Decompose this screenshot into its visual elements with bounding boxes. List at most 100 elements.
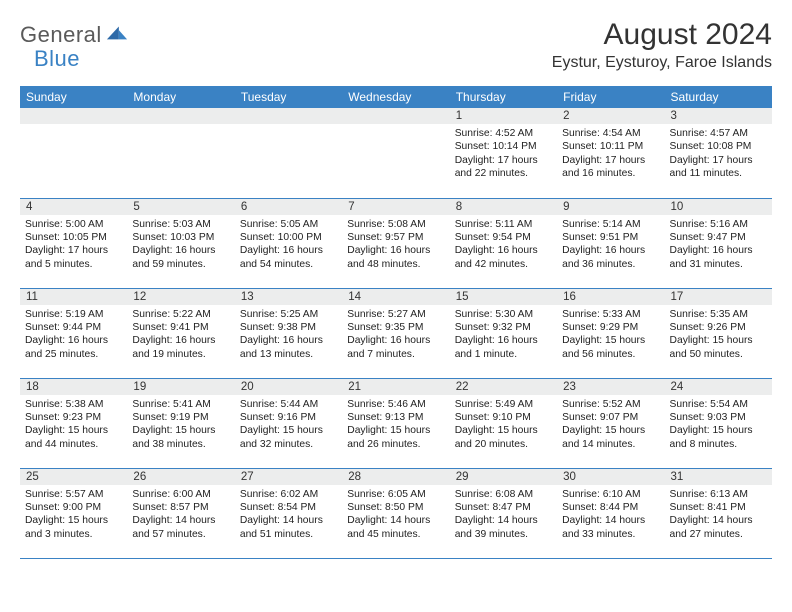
sunset-text: Sunset: 9:26 PM [670, 321, 767, 334]
day-number: 10 [671, 201, 684, 213]
day-number [133, 110, 136, 122]
day-number: 21 [348, 381, 361, 393]
month-title: August 2024 [552, 18, 772, 52]
calendar-day-cell: 25Sunrise: 5:57 AMSunset: 9:00 PMDayligh… [20, 468, 127, 558]
day-number-bar: 31 [665, 469, 772, 485]
day-number: 14 [348, 291, 361, 303]
sunset-text: Sunset: 9:16 PM [240, 411, 337, 424]
day-number: 30 [563, 471, 576, 483]
sunset-text: Sunset: 8:50 PM [347, 501, 444, 514]
sunrise-text: Sunrise: 6:05 AM [347, 488, 444, 501]
sunrise-text: Sunrise: 5:03 AM [132, 218, 229, 231]
calendar-day-cell: 27Sunrise: 6:02 AMSunset: 8:54 PMDayligh… [235, 468, 342, 558]
day-number [348, 110, 351, 122]
calendar-day-cell: 24 Sunrise: 5:54 AMSunset: 9:03 PMDayligh… [665, 378, 772, 468]
day-number-bar: 25 [20, 469, 127, 485]
sunset-text: Sunset: 10:08 PM [670, 140, 767, 153]
sunrise-text: Sunrise: 5:14 AM [562, 218, 659, 231]
sunset-text: Sunset: 10:00 PM [240, 231, 337, 244]
sunrise-text: Sunrise: 5:41 AM [132, 398, 229, 411]
daylight-text: Daylight: 15 hours and 14 minutes. [562, 424, 659, 451]
day-details: Sunrise: 5:54 AMSunset: 9:03 PMDaylight:… [665, 395, 772, 456]
sunrise-text: Sunrise: 5:30 AM [455, 308, 552, 321]
daylight-text: Daylight: 17 hours and 22 minutes. [455, 154, 552, 181]
daylight-text: Daylight: 16 hours and 59 minutes. [132, 244, 229, 271]
day-details: Sunrise: 5:52 AMSunset: 9:07 PMDaylight:… [557, 395, 664, 456]
daylight-text: Daylight: 16 hours and 13 minutes. [240, 334, 337, 361]
day-details: Sunrise: 5:49 AMSunset: 9:10 PMDaylight:… [450, 395, 557, 456]
day-details: Sunrise: 6:10 AMSunset: 8:44 PMDaylight:… [557, 485, 664, 546]
day-number-bar: 23 [557, 379, 664, 395]
sunset-text: Sunset: 8:41 PM [670, 501, 767, 514]
day-details: Sunrise: 5:30 AMSunset: 9:32 PMDaylight:… [450, 305, 557, 366]
day-number-bar: 30 [557, 469, 664, 485]
day-number-bar: 1 [450, 108, 557, 124]
day-details: Sunrise: 6:02 AMSunset: 8:54 PMDaylight:… [235, 485, 342, 546]
logo: General [20, 18, 128, 48]
day-number: 18 [26, 381, 39, 393]
daylight-text: Daylight: 17 hours and 5 minutes. [25, 244, 122, 271]
day-number: 22 [456, 381, 469, 393]
day-number-bar [20, 108, 127, 124]
sunrise-text: Sunrise: 5:22 AM [132, 308, 229, 321]
daylight-text: Daylight: 16 hours and 36 minutes. [562, 244, 659, 271]
day-number-bar: 27 [235, 469, 342, 485]
sunset-text: Sunset: 10:14 PM [455, 140, 552, 153]
daylight-text: Daylight: 16 hours and 1 minute. [455, 334, 552, 361]
calendar-day-cell: 15Sunrise: 5:30 AMSunset: 9:32 PMDayligh… [450, 288, 557, 378]
day-details: Sunrise: 5:33 AMSunset: 9:29 PMDaylight:… [557, 305, 664, 366]
day-number-bar: 19 [127, 379, 234, 395]
day-number-bar: 11 [20, 289, 127, 305]
daylight-text: Daylight: 14 hours and 45 minutes. [347, 514, 444, 541]
sunset-text: Sunset: 10:03 PM [132, 231, 229, 244]
sunrise-text: Sunrise: 6:08 AM [455, 488, 552, 501]
calendar-day-cell: 26Sunrise: 6:00 AMSunset: 8:57 PMDayligh… [127, 468, 234, 558]
sunset-text: Sunset: 10:05 PM [25, 231, 122, 244]
sunset-text: Sunset: 9:07 PM [562, 411, 659, 424]
day-number-bar: 9 [557, 199, 664, 215]
day-number [26, 110, 29, 122]
calendar-day-cell: 18Sunrise: 5:38 AMSunset: 9:23 PMDayligh… [20, 378, 127, 468]
day-number: 11 [26, 291, 38, 303]
daylight-text: Daylight: 16 hours and 54 minutes. [240, 244, 337, 271]
day-number: 9 [563, 201, 569, 213]
sunset-text: Sunset: 9:44 PM [25, 321, 122, 334]
calendar-day-cell: 7Sunrise: 5:08 AMSunset: 9:57 PMDaylight… [342, 198, 449, 288]
sunrise-text: Sunrise: 5:46 AM [347, 398, 444, 411]
sunrise-text: Sunrise: 5:16 AM [670, 218, 767, 231]
daylight-text: Daylight: 16 hours and 48 minutes. [347, 244, 444, 271]
calendar-day-cell [235, 108, 342, 198]
logo-text-general: General [20, 22, 102, 48]
calendar-day-cell: 10Sunrise: 5:16 AMSunset: 9:47 PMDayligh… [665, 198, 772, 288]
sunrise-text: Sunrise: 5:54 AM [670, 398, 767, 411]
day-number: 20 [241, 381, 254, 393]
sunrise-text: Sunrise: 5:08 AM [347, 218, 444, 231]
sunrise-text: Sunrise: 5:44 AM [240, 398, 337, 411]
calendar-day-cell: 28 Sunrise: 6:05 AMSunset: 8:50 PMDayligh… [342, 468, 449, 558]
day-details [342, 124, 449, 131]
sunrise-text: Sunrise: 5:49 AM [455, 398, 552, 411]
day-details: Sunrise: 5:11 AMSunset: 9:54 PMDaylight:… [450, 215, 557, 276]
daylight-text: Daylight: 15 hours and 3 minutes. [25, 514, 122, 541]
day-number: 5 [133, 201, 139, 213]
day-details: Sunrise: 6:08 AMSunset: 8:47 PMDaylight:… [450, 485, 557, 546]
day-number: 28 [348, 471, 361, 483]
sunset-text: Sunset: 9:19 PM [132, 411, 229, 424]
day-number-bar: 3 [665, 108, 772, 124]
sunset-text: Sunset: 9:00 PM [25, 501, 122, 514]
day-details: Sunrise: 5:57 AMSunset: 9:00 PMDaylight:… [20, 485, 127, 546]
weekday-header: Monday [127, 86, 234, 108]
calendar-week-row: 4Sunrise: 5:00 AMSunset: 10:05 PMDayligh… [20, 198, 772, 288]
day-details: Sunrise: 6:00 AMSunset: 8:57 PMDaylight:… [127, 485, 234, 546]
sunset-text: Sunset: 8:47 PM [455, 501, 552, 514]
daylight-text: Daylight: 15 hours and 26 minutes. [347, 424, 444, 451]
day-number: 24 [671, 381, 684, 393]
day-details: Sunrise: 4:52 AMSunset: 10:14 PMDaylight… [450, 124, 557, 185]
day-number: 31 [671, 471, 684, 483]
day-number [241, 110, 244, 122]
sunrise-text: Sunrise: 5:00 AM [25, 218, 122, 231]
calendar-day-cell: 4Sunrise: 5:00 AMSunset: 10:05 PMDayligh… [20, 198, 127, 288]
calendar-day-cell [20, 108, 127, 198]
day-details: Sunrise: 5:41 AMSunset: 9:19 PMDaylight:… [127, 395, 234, 456]
daylight-text: Daylight: 15 hours and 38 minutes. [132, 424, 229, 451]
